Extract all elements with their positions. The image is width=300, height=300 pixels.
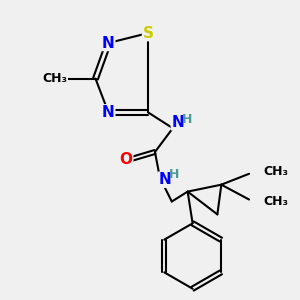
Text: H: H bbox=[182, 113, 192, 126]
Text: N: N bbox=[158, 172, 171, 187]
Text: H: H bbox=[169, 168, 179, 181]
Text: S: S bbox=[142, 26, 154, 40]
Text: CH₃: CH₃ bbox=[263, 165, 288, 178]
Text: CH₃: CH₃ bbox=[263, 195, 288, 208]
Text: CH₃: CH₃ bbox=[42, 72, 68, 85]
Text: N: N bbox=[102, 105, 115, 120]
Text: O: O bbox=[120, 152, 133, 167]
Text: N: N bbox=[102, 35, 115, 50]
Text: N: N bbox=[171, 115, 184, 130]
